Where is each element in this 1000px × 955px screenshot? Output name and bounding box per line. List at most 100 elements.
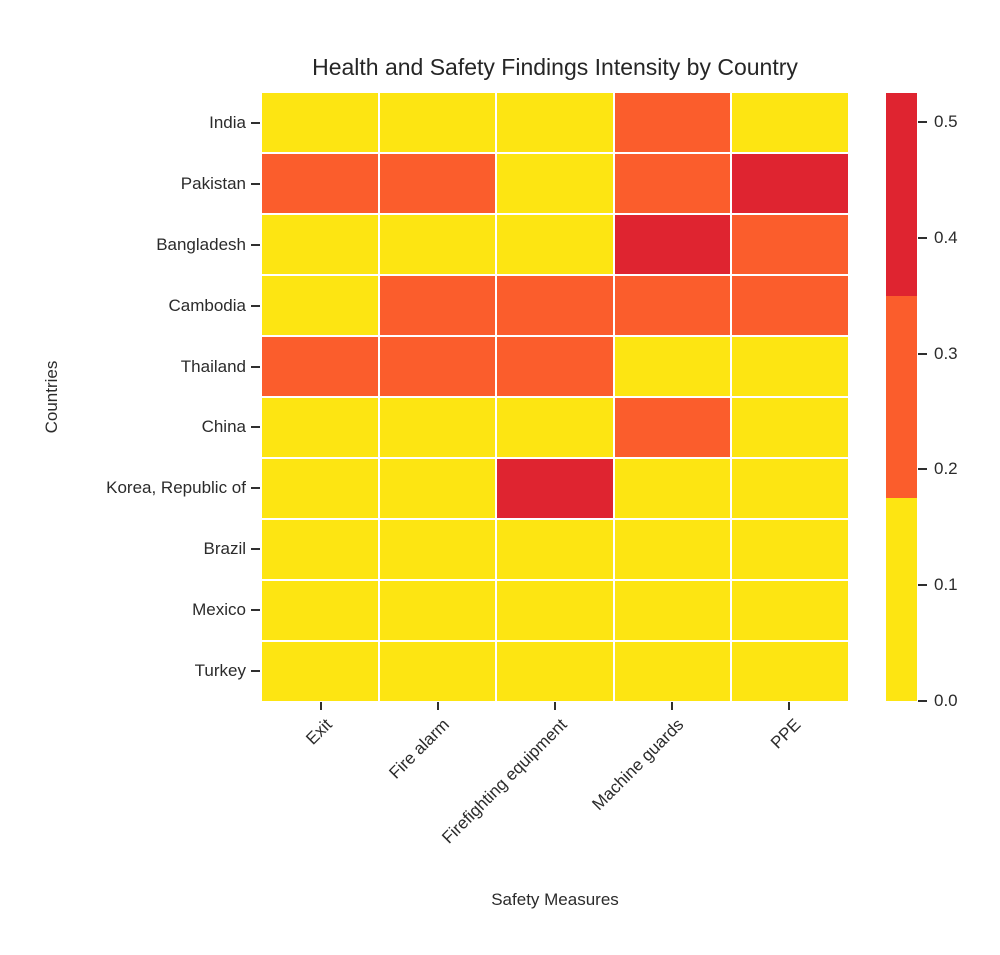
x-tick-label: Fire alarm xyxy=(385,715,454,783)
colorbar-tick-label: 0.2 xyxy=(934,459,958,479)
y-tick-mark xyxy=(251,183,260,186)
colorbar-tick-label: 0.1 xyxy=(934,575,958,595)
y-tick-mark xyxy=(251,426,260,429)
heatmap-cell-Cambodia-Firefighting equipment xyxy=(497,276,613,335)
heatmap-cell-Bangladesh-Exit xyxy=(262,215,378,274)
heatmap-cell-Mexico-Firefighting equipment xyxy=(497,581,613,640)
heatmap-cell-Korea, Republic of-Machine guards xyxy=(614,459,731,518)
heatmap-cell-Turkey-Firefighting equipment xyxy=(497,642,613,701)
y-tick-mark xyxy=(251,365,260,368)
heatmap-cell-Mexico-Fire alarm xyxy=(379,581,496,640)
heatmap-cell-Brazil-Firefighting equipment xyxy=(497,520,613,579)
heatmap-cell-Bangladesh-PPE xyxy=(732,215,848,274)
x-tick-label: Exit xyxy=(302,715,337,749)
heatmap-cell-Pakistan-Firefighting equipment xyxy=(497,154,613,213)
heatmap-cell-Brazil-PPE xyxy=(732,520,848,579)
heatmap-cell-China-PPE xyxy=(732,398,848,457)
colorbar-tick-label: 0.0 xyxy=(934,691,958,710)
y-tick-mark xyxy=(251,244,260,246)
heatmap-cell-Mexico-Exit xyxy=(262,581,378,640)
heatmap-cell-Cambodia-PPE xyxy=(732,276,848,335)
y-tick-label: Cambodia xyxy=(168,295,247,315)
y-tick-mark xyxy=(251,608,260,611)
y-tick-label: India xyxy=(209,113,246,133)
y-tick-label: Korea, Republic of xyxy=(106,478,246,498)
y-tick-mark xyxy=(251,487,260,490)
heatmap-cell-Turkey-PPE xyxy=(732,642,848,701)
heatmap-cell-China-Exit xyxy=(262,398,378,457)
colorbar-tick-label: 0.4 xyxy=(934,227,958,247)
heatmap-cell-Brazil-Machine guards xyxy=(614,520,731,579)
heatmap-cell-China-Fire alarm xyxy=(379,398,496,457)
colorbar-segment-low xyxy=(886,498,917,702)
heatmap-cell-Korea, Republic of-Exit xyxy=(262,459,378,518)
heatmap-cell-China-Firefighting equipment xyxy=(497,398,613,457)
colorbar-tick-label: 0.5 xyxy=(934,111,958,131)
heatmap-cell-Cambodia-Fire alarm xyxy=(379,276,496,335)
heatmap-cell-Thailand-Exit xyxy=(262,337,378,396)
heatmap-cell-Turkey-Fire alarm xyxy=(379,642,496,701)
x-tick-mark xyxy=(788,702,791,710)
colorbar-tick-mark xyxy=(918,700,927,702)
heatmap-cell-Mexico-Machine guards xyxy=(614,581,731,640)
y-tick-mark xyxy=(251,669,260,672)
heatmap-cell-Thailand-PPE xyxy=(732,337,848,396)
heatmap-cell-Thailand-Fire alarm xyxy=(379,337,496,396)
y-tick-label: Thailand xyxy=(180,356,246,376)
y-tick-label: China xyxy=(201,417,246,437)
heatmap-cell-Turkey-Machine guards xyxy=(614,642,731,701)
chart-title: Health and Safety Findings Intensity by … xyxy=(312,54,798,80)
heatmap-cell-India-Fire alarm xyxy=(379,93,496,152)
colorbar-tick-label: 0.3 xyxy=(934,343,958,363)
y-tick-label: Turkey xyxy=(194,660,246,680)
heatmap-cell-India-Firefighting equipment xyxy=(497,93,613,152)
colorbar-tick-mark xyxy=(918,584,927,587)
heatmap-cell-Thailand-Machine guards xyxy=(614,337,731,396)
x-tick-label: Machine guards xyxy=(588,715,688,814)
x-tick-mark xyxy=(436,702,439,710)
heatmap-cell-Thailand-Firefighting equipment xyxy=(497,337,613,396)
heatmap-cell-Korea, Republic of-Firefighting equipment xyxy=(497,459,613,518)
colorbar-tick-mark xyxy=(918,352,927,355)
heatmap-cell-Bangladesh-Machine guards xyxy=(614,215,731,274)
y-tick-label: Pakistan xyxy=(180,174,246,194)
heatmap-cell-China-Machine guards xyxy=(614,398,731,457)
heatmap-cell-Cambodia-Machine guards xyxy=(614,276,731,335)
x-tick-label: Firefighting equipment xyxy=(438,715,571,848)
colorbar-tick-mark xyxy=(918,120,927,123)
heatmap-cell-India-PPE xyxy=(732,93,848,152)
x-tick-mark xyxy=(319,702,322,710)
y-tick-label: Mexico xyxy=(192,599,246,619)
x-axis-title: Safety Measures xyxy=(491,890,619,909)
heatmap-cell-Mexico-PPE xyxy=(732,581,848,640)
heatmap-cell-Pakistan-Machine guards xyxy=(614,154,731,213)
heatmap-cell-Brazil-Fire alarm xyxy=(379,520,496,579)
heatmap-cell-Cambodia-Exit xyxy=(262,276,378,335)
colorbar-segment-high xyxy=(886,93,917,296)
heatmap-cell-Pakistan-PPE xyxy=(732,154,848,213)
x-tick-mark xyxy=(554,702,556,710)
y-tick-label: Bangladesh xyxy=(156,235,246,254)
heatmap-cell-India-Machine guards xyxy=(614,93,731,152)
heatmap-cell-Korea, Republic of-PPE xyxy=(732,459,848,518)
y-tick-mark xyxy=(251,304,260,307)
heatmap-cell-India-Exit xyxy=(262,93,378,152)
heatmap-cell-Korea, Republic of-Fire alarm xyxy=(379,459,496,518)
heatmap-grid xyxy=(262,93,848,701)
colorbar-tick-mark xyxy=(918,236,927,239)
heatmap-cell-Bangladesh-Firefighting equipment xyxy=(497,215,613,274)
heatmap-cell-Bangladesh-Fire alarm xyxy=(379,215,496,274)
y-tick-label: Brazil xyxy=(203,539,246,558)
x-tick-mark xyxy=(671,702,674,710)
heatmap-cell-Turkey-Exit xyxy=(262,642,378,701)
colorbar-tick-mark xyxy=(918,468,927,471)
x-tick-label: PPE xyxy=(767,715,805,753)
heatmap-cell-Pakistan-Fire alarm xyxy=(379,154,496,213)
heatmap-cell-Brazil-Exit xyxy=(262,520,378,579)
colorbar xyxy=(886,93,917,702)
colorbar-segment-medium xyxy=(886,295,917,499)
y-tick-mark xyxy=(251,548,260,550)
heatmap-cell-Pakistan-Exit xyxy=(262,154,378,213)
y-tick-mark xyxy=(251,122,260,125)
